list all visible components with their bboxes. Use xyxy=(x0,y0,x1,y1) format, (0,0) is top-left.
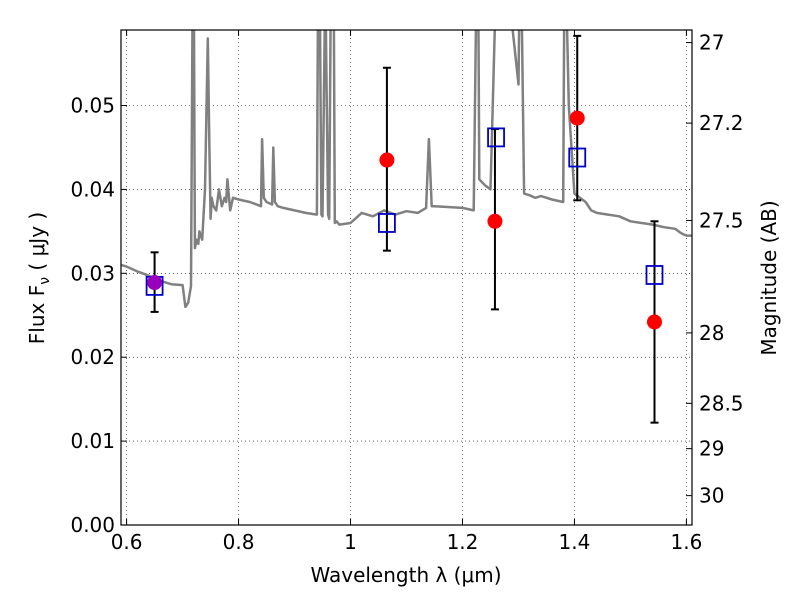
spectrum-line xyxy=(121,30,692,309)
observed-point xyxy=(646,314,662,330)
model-point xyxy=(378,213,396,233)
x-axis-label: Wavelength λ (μm) xyxy=(310,563,501,587)
y2-tick-label: 28 xyxy=(699,321,724,345)
model-point xyxy=(568,147,587,168)
y-axis-ticks: 0.00 0.01 0.02 0.03 0.04 0.05 xyxy=(70,94,127,537)
y-axis-label-unit: ( μJy ) xyxy=(25,212,49,277)
y2-tick-label: 29 xyxy=(699,437,724,461)
grid-lines xyxy=(121,30,692,525)
y-axis-label: Flux Fν ( μJy ) xyxy=(25,212,53,344)
y2-axis-ticks: 27 27.2 27.5 28 28.5 29 30 xyxy=(686,31,744,508)
observed-point xyxy=(379,152,395,168)
x-tick-label: 0.6 xyxy=(111,530,143,554)
observed-point xyxy=(147,275,163,291)
y-tick-label: 0.03 xyxy=(70,261,115,285)
y-tick-label: 0.05 xyxy=(70,94,115,118)
y-tick-label: 0.00 xyxy=(70,513,115,537)
x-tick-label: 1 xyxy=(344,530,357,554)
x-tick-label: 1.4 xyxy=(559,530,591,554)
y-tick-label: 0.02 xyxy=(70,345,115,369)
model-point xyxy=(487,127,505,148)
plot-area xyxy=(121,30,692,424)
x-axis-ticks: 0.6 0.8 1 1.2 1.4 1.6 xyxy=(111,30,702,554)
y-axis-label-main: Flux F xyxy=(25,285,49,344)
x-tick-label: 0.8 xyxy=(223,530,255,554)
observed-point xyxy=(569,110,585,126)
y2-tick-label: 27.5 xyxy=(699,208,744,232)
observed-point xyxy=(487,213,503,229)
y2-axis-label: Magnitude (AB) xyxy=(757,200,781,355)
y-tick-label: 0.04 xyxy=(70,177,115,201)
plot-frame xyxy=(120,29,693,526)
y-axis-label-subscript: ν xyxy=(37,277,53,285)
y2-tick-label: 27.2 xyxy=(699,111,744,135)
y2-tick-label: 27 xyxy=(699,31,724,55)
x-tick-label: 1.6 xyxy=(670,530,702,554)
y-tick-label: 0.01 xyxy=(70,429,115,453)
x-tick-label: 1.2 xyxy=(447,530,479,554)
y2-tick-label: 30 xyxy=(699,484,724,508)
y2-tick-label: 28.5 xyxy=(699,391,744,415)
model-point xyxy=(645,265,664,285)
